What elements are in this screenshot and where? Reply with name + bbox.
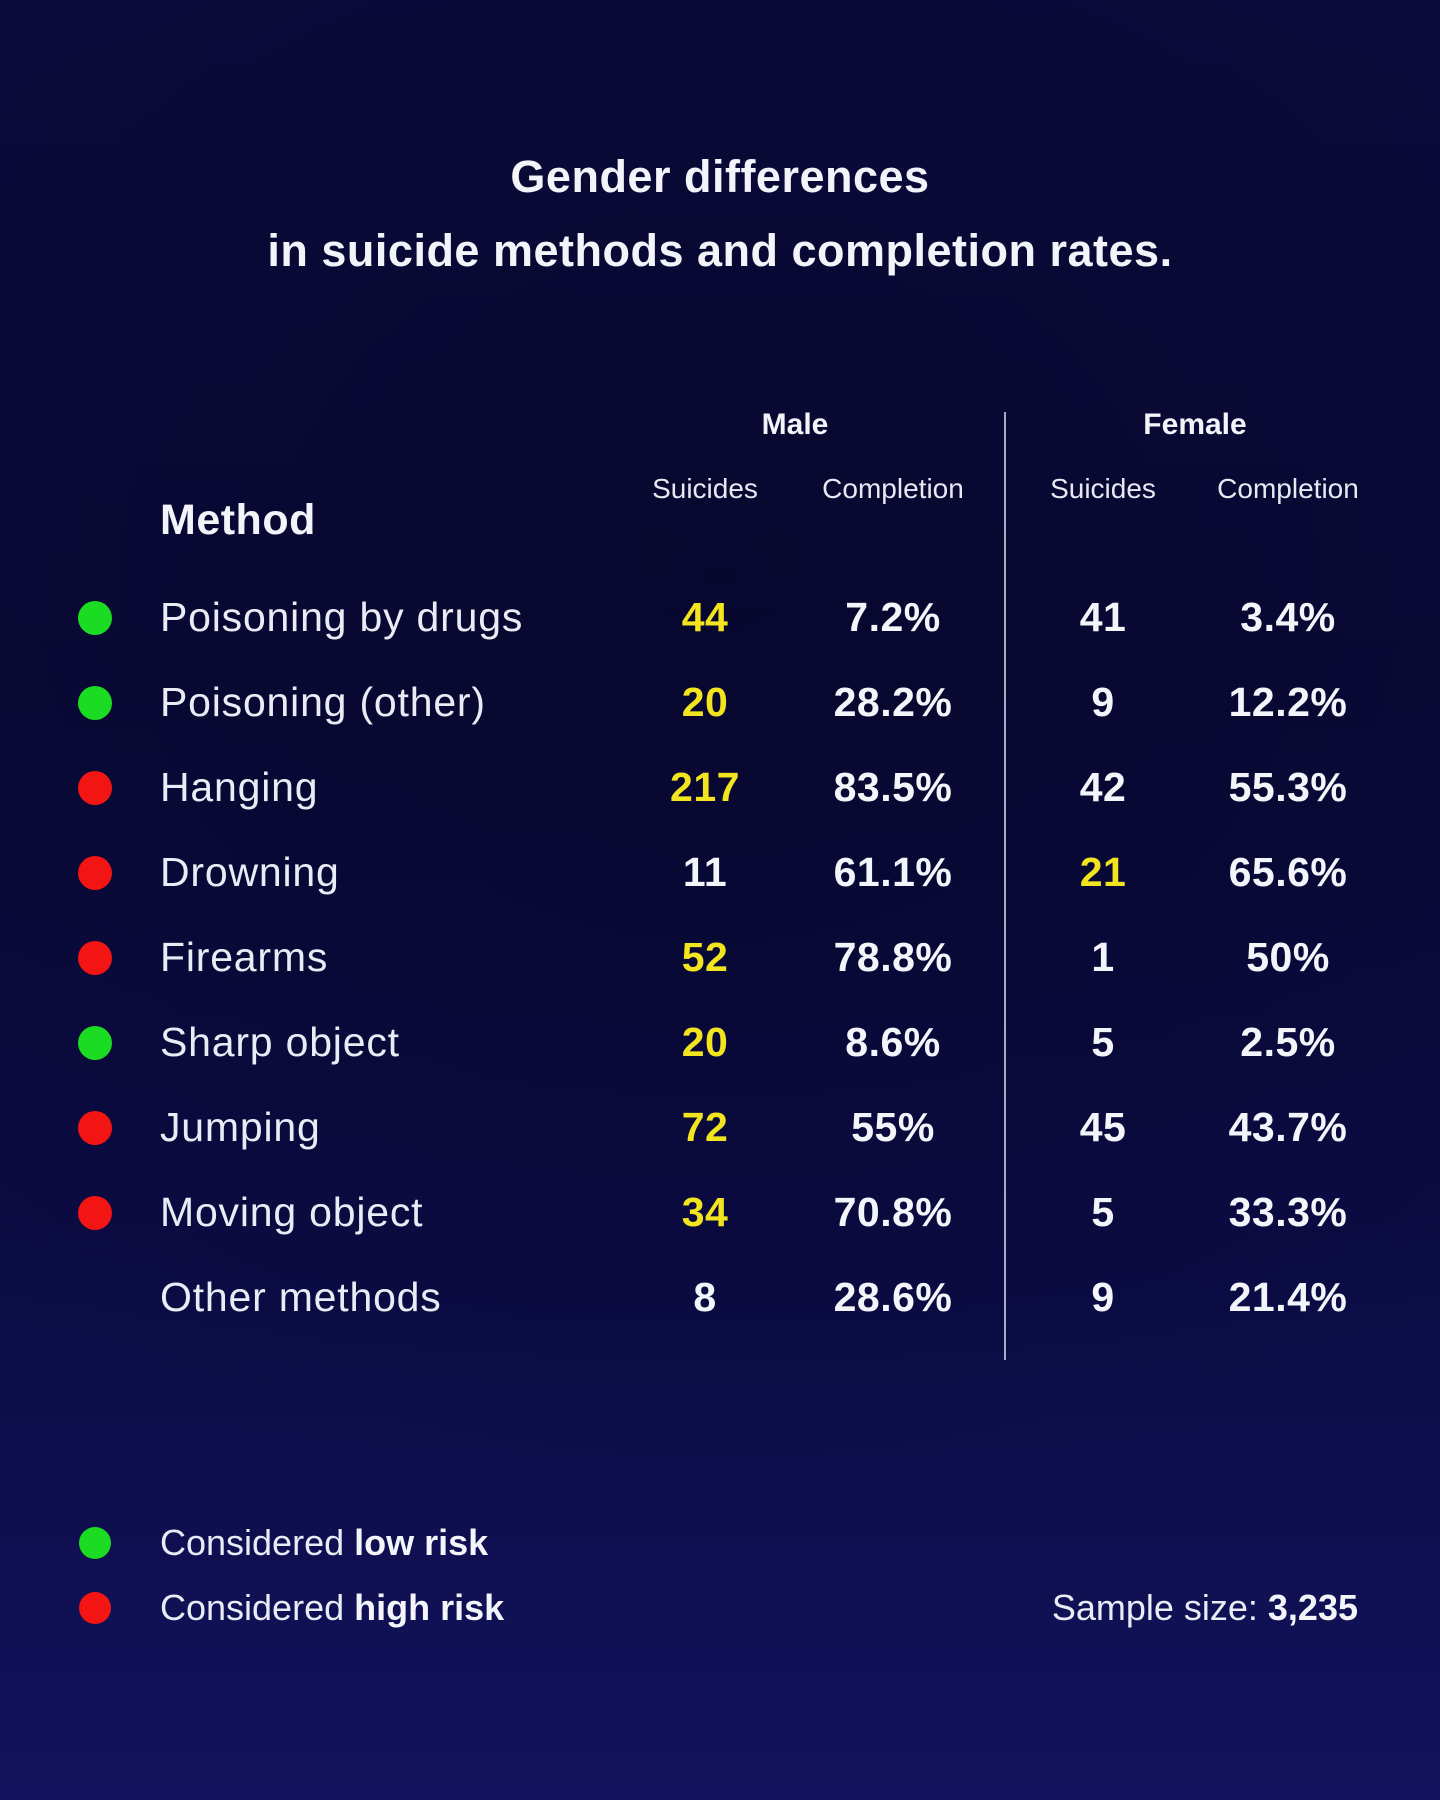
female-completion-value: 21.4% [1228, 1274, 1348, 1320]
male-completion-value: 8.6% [845, 1019, 941, 1065]
female-completion-value: 50% [1246, 934, 1330, 980]
male-group-header: Male [761, 408, 829, 441]
method-label: Sharp object [160, 1019, 400, 1065]
male-completion-value: 55% [851, 1104, 935, 1150]
method-label: Poisoning by drugs [160, 594, 524, 640]
female-suicides-value: 45 [1079, 1104, 1127, 1150]
method-label: Drowning [160, 849, 340, 895]
low-risk-dot-icon [79, 1527, 111, 1559]
sample-size: Sample size: 3,235 [1052, 1578, 1358, 1638]
female-completion-value: 65.6% [1228, 849, 1348, 895]
female-completion-value: 55.3% [1228, 764, 1348, 810]
female-suicides-value: 21 [1079, 849, 1127, 895]
risk-dot-icon [78, 940, 112, 975]
method-label: Poisoning (other) [160, 679, 486, 725]
female-suicides-header: Suicides [1050, 473, 1156, 504]
method-label: Hanging [160, 764, 319, 810]
male-suicides-value: 8 [693, 1274, 717, 1320]
female-completion-value: 33.3% [1228, 1189, 1348, 1235]
male-completion-value: 28.6% [833, 1274, 953, 1320]
table-row: Sharp object 20 8.6% 5 2.5% [0, 1000, 1440, 1085]
table-row: Poisoning (other) 20 28.2% 9 12.2% [0, 660, 1440, 745]
risk-dot-icon [78, 770, 112, 805]
male-female-divider [1004, 412, 1006, 1360]
method-label: Jumping [160, 1104, 321, 1150]
male-completion-value: 78.8% [833, 934, 953, 980]
female-completion-value: 2.5% [1240, 1019, 1336, 1065]
legend-low-risk-label: Considered low risk [160, 1522, 489, 1563]
high-risk-dot-icon [79, 1592, 111, 1624]
male-suicides-value: 52 [681, 934, 729, 980]
male-suicides-value: 20 [681, 679, 729, 725]
table-row: Other methods 8 28.6% 9 21.4% [0, 1255, 1440, 1340]
method-label: Other methods [160, 1274, 442, 1320]
table-row: Jumping 72 55% 45 43.7% [0, 1085, 1440, 1170]
female-suicides-value: 5 [1091, 1019, 1115, 1065]
female-suicides-value: 41 [1079, 594, 1127, 640]
female-completion-header: Completion [1217, 473, 1359, 504]
male-completion-value: 70.8% [833, 1189, 953, 1235]
table-row: Drowning 11 61.1% 21 65.6% [0, 830, 1440, 915]
risk-dot-icon [78, 855, 112, 890]
table-row: Poisoning by drugs 44 7.2% 41 3.4% [0, 575, 1440, 660]
male-suicides-value: 72 [681, 1104, 729, 1150]
female-suicides-value: 9 [1091, 1274, 1115, 1320]
male-suicides-value: 34 [681, 1189, 729, 1235]
risk-dot-icon [78, 1110, 112, 1145]
female-completion-value: 12.2% [1228, 679, 1348, 725]
method-label: Moving object [160, 1189, 424, 1235]
female-suicides-value: 9 [1091, 679, 1115, 725]
risk-dot-icon [78, 1025, 112, 1060]
page-title-line1: Gender differences [510, 151, 930, 202]
female-suicides-value: 1 [1091, 934, 1115, 980]
male-completion-value: 7.2% [845, 594, 941, 640]
male-suicides-value: 44 [681, 594, 729, 640]
table-row: Moving object 34 70.8% 5 33.3% [0, 1170, 1440, 1255]
male-completion-value: 28.2% [833, 679, 953, 725]
male-suicides-value: 20 [681, 1019, 729, 1065]
method-column-header: Method [160, 496, 316, 544]
male-suicides-value: 11 [682, 849, 728, 895]
risk-dot-icon [78, 600, 112, 635]
female-completion-value: 3.4% [1240, 594, 1336, 640]
male-suicides-header: Suicides [652, 473, 758, 504]
male-completion-value: 83.5% [833, 764, 953, 810]
legend-high-risk-label: Considered high risk [160, 1587, 505, 1628]
male-completion-header: Completion [822, 473, 964, 504]
methods-table: Poisoning by drugs 44 7.2% 41 3.4% Poisoning … [0, 575, 1440, 1340]
method-label: Firearms [160, 934, 329, 980]
sample-size-value: 3,235 [1267, 1587, 1358, 1628]
female-completion-value: 43.7% [1228, 1104, 1348, 1150]
male-completion-value: 61.1% [833, 849, 953, 895]
risk-dot-icon [78, 1195, 112, 1230]
page-title: Gender differences in suicide methods an… [0, 140, 1440, 288]
sample-size-label: Sample size: [1051, 1587, 1268, 1628]
table-row: Hanging 217 83.5% 42 55.3% [0, 745, 1440, 830]
female-suicides-value: 5 [1091, 1189, 1115, 1235]
female-suicides-value: 42 [1079, 764, 1127, 810]
male-suicides-value: 217 [670, 764, 740, 810]
table-row: Firearms 52 78.8% 1 50% [0, 915, 1440, 1000]
female-group-header: Female [1143, 408, 1247, 441]
page-title-line2: in suicide methods and completion rates. [267, 225, 1173, 276]
risk-dot-icon [78, 685, 112, 720]
